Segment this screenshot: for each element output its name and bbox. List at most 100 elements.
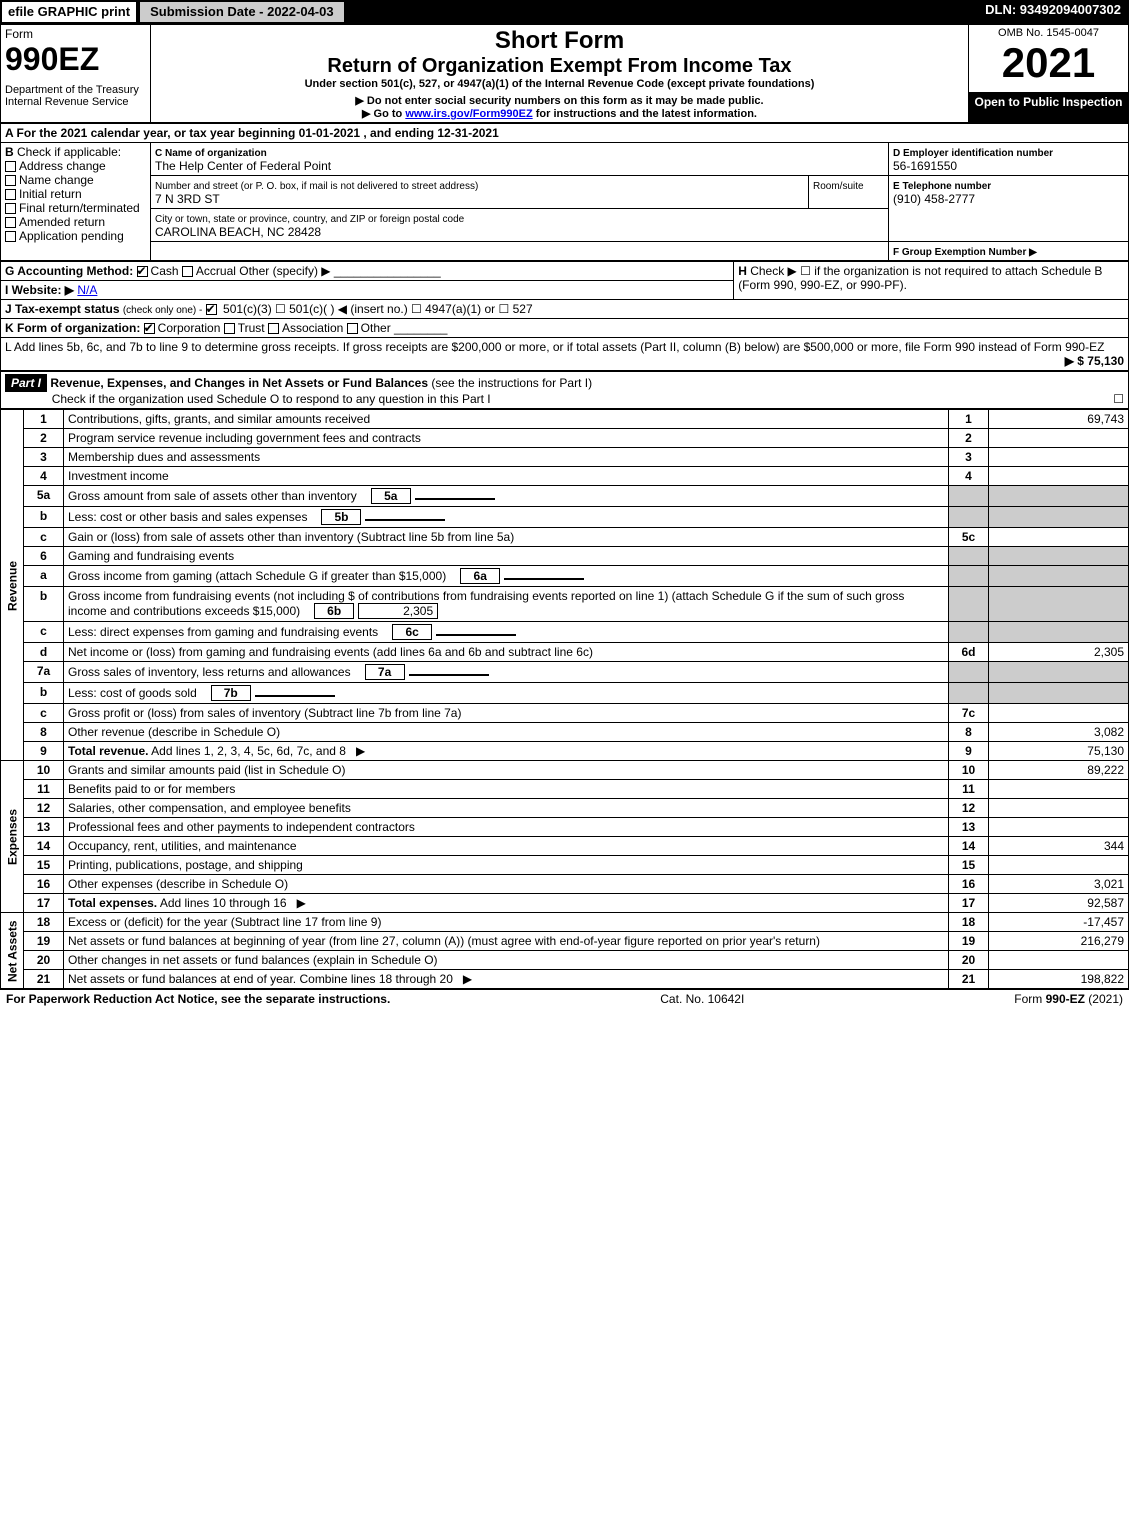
line-value [989,507,1129,528]
line-text: Net assets or fund balances at beginning… [64,932,949,951]
line-value [989,951,1129,970]
room-suite-label: Room/suite [813,181,864,192]
line-value [989,683,1129,704]
line-row: 20Other changes in net assets or fund ba… [1,951,1129,970]
line-value [989,662,1129,683]
part1-title: Revenue, Expenses, and Changes in Net As… [50,376,428,390]
irs-link[interactable]: www.irs.gov/Form990EZ [405,108,532,120]
501c3-checkbox[interactable] [206,304,217,315]
topbar-spacer [346,0,978,24]
line-ref: 15 [949,856,989,875]
efile-label: efile GRAPHIC print [0,0,138,24]
line-text: Other expenses (describe in Schedule O) [64,875,949,894]
line-value: 3,082 [989,723,1129,742]
line-row: 13Professional fees and other payments t… [1,818,1129,837]
line-value [989,429,1129,448]
association-checkbox[interactable] [268,323,279,334]
corporation-checkbox[interactable] [144,323,155,334]
org-info-table: A For the 2021 calendar year, or tax yea… [0,123,1129,261]
line-row: dNet income or (loss) from gaming and fu… [1,643,1129,662]
line-number: b [24,507,64,528]
opt-other-org: Other [361,321,391,335]
cash-checkbox[interactable] [137,266,148,277]
omb-number: OMB No. 1545-0047 [973,27,1124,39]
opt-amended-return: Amended return [19,215,105,229]
name-change-checkbox[interactable] [5,175,16,186]
address-change-checkbox[interactable] [5,161,16,172]
line-number: 16 [24,875,64,894]
line-text: Gaming and fundraising events [64,547,949,566]
line-number: 8 [24,723,64,742]
line-number: 15 [24,856,64,875]
accrual-checkbox[interactable] [182,266,193,277]
section-l-amount: ▶ $ 75,130 [1065,354,1124,368]
line-ref: 13 [949,818,989,837]
line-row: 3Membership dues and assessments3 [1,448,1129,467]
line-text: Excess or (deficit) for the year (Subtra… [64,913,949,932]
line-text: Investment income [64,467,949,486]
section-a: A For the 2021 calendar year, or tax yea… [1,124,1129,143]
section-d-label: D Employer identification number [893,148,1053,159]
line-text: Gross profit or (loss) from sales of inv… [64,704,949,723]
trust-checkbox[interactable] [224,323,235,334]
line-row: 21Net assets or fund balances at end of … [1,970,1129,989]
telephone: (910) 458-2777 [893,192,975,206]
line-text: Gain or (loss) from sale of assets other… [64,528,949,547]
line-text: Less: cost of goods sold 7b [64,683,949,704]
line-ref: 18 [949,913,989,932]
line-text: Gross sales of inventory, less returns a… [64,662,949,683]
open-to-public: Open to Public Inspection [969,92,1129,123]
line-number: 1 [24,410,64,429]
section-k-label: K Form of organization: [5,321,140,335]
line-value [989,528,1129,547]
line-value: 216,279 [989,932,1129,951]
line-ref [949,622,989,643]
form-word: Form [5,27,146,41]
line-row: bLess: cost of goods sold 7b [1,683,1129,704]
line-ref: 6d [949,643,989,662]
return-title: Return of Organization Exempt From Incom… [155,55,964,78]
line-number: c [24,622,64,643]
line-number: 4 [24,467,64,486]
initial-return-checkbox[interactable] [5,189,16,200]
line-ref: 4 [949,467,989,486]
line-value [989,780,1129,799]
footer-left: For Paperwork Reduction Act Notice, see … [6,992,390,1006]
section-e-label: E Telephone number [893,181,991,192]
dln: DLN: 93492094007302 [977,0,1129,24]
line-ref: 12 [949,799,989,818]
line-row: 2Program service revenue including gover… [1,429,1129,448]
section-c-addr-label: Number and street (or P. O. box, if mail… [155,181,478,192]
under-section: Under section 501(c), 527, or 4947(a)(1)… [155,78,964,90]
line-ref: 3 [949,448,989,467]
line-number: 12 [24,799,64,818]
line-row: 15Printing, publications, postage, and s… [1,856,1129,875]
website-value[interactable]: N/A [77,283,97,297]
application-pending-checkbox[interactable] [5,231,16,242]
line-row: 12Salaries, other compensation, and empl… [1,799,1129,818]
other-org-checkbox[interactable] [347,323,358,334]
line-number: 7a [24,662,64,683]
line-row: 4Investment income4 [1,467,1129,486]
line-text: Occupancy, rent, utilities, and maintena… [64,837,949,856]
line-row: 9Total revenue. Add lines 1, 2, 3, 4, 5c… [1,742,1129,761]
line-number: 14 [24,837,64,856]
line-value: 3,021 [989,875,1129,894]
line-ref: 8 [949,723,989,742]
final-return-checkbox[interactable] [5,203,16,214]
line-number: 13 [24,818,64,837]
form-header-table: Form 990EZ Department of the Treasury In… [0,24,1129,123]
goto-notice: ▶ Go to www.irs.gov/Form990EZ for instru… [155,107,964,120]
section-vert-label: Expenses [1,761,24,913]
amended-return-checkbox[interactable] [5,217,16,228]
opt-association: Association [282,321,343,335]
line-row: 7aGross sales of inventory, less returns… [1,662,1129,683]
line-value: 2,305 [989,643,1129,662]
opt-accrual: Accrual [196,264,236,278]
accounting-section: G Accounting Method: Cash Accrual Other … [0,261,1129,371]
line-number: 9 [24,742,64,761]
line-row: Revenue1Contributions, gifts, grants, an… [1,410,1129,429]
line-text: Gross income from gaming (attach Schedul… [64,566,949,587]
org-name: The Help Center of Federal Point [155,159,331,173]
opt-corporation: Corporation [158,321,221,335]
